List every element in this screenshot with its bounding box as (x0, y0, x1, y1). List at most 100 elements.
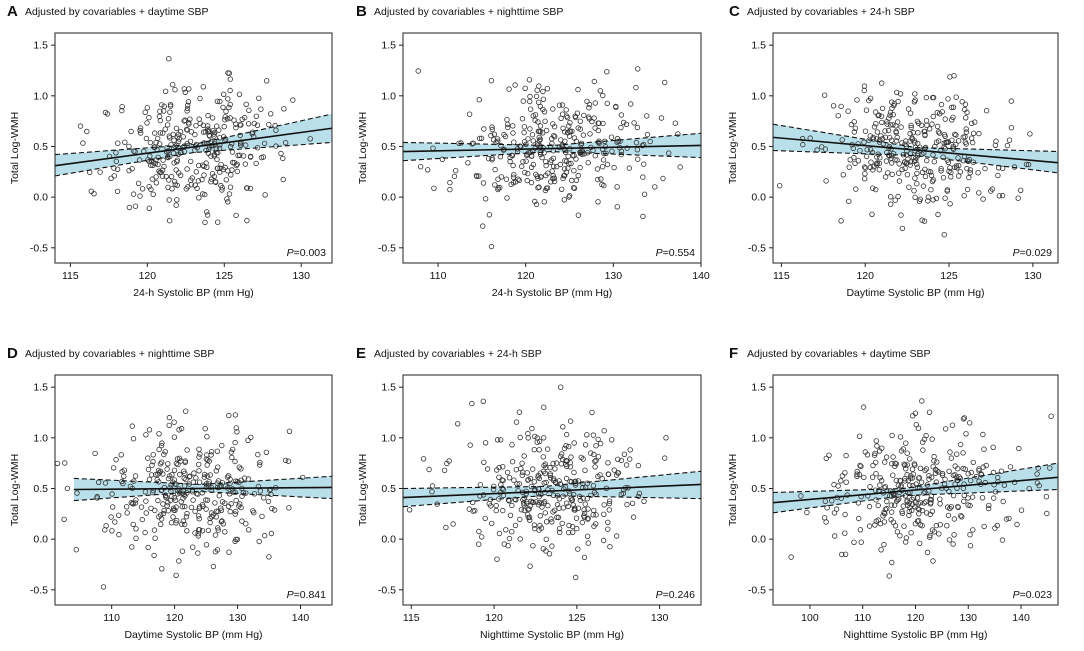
scatter-point (912, 175, 918, 181)
scatter-point (575, 212, 582, 218)
scatter-point (848, 121, 855, 128)
scatter-point (223, 177, 229, 183)
scatter-point (481, 126, 487, 132)
scatter-point (970, 459, 976, 466)
scatter-point (572, 113, 578, 119)
confidence-band (403, 471, 701, 507)
scatter-point (562, 157, 568, 164)
scatter-point (824, 505, 830, 511)
scatter-point (528, 153, 535, 159)
scatter-point (927, 532, 933, 539)
scatter-point (579, 151, 585, 157)
scatter-point (195, 550, 201, 556)
scatter-point (219, 442, 225, 449)
y-axis-label: Total Log-WMH (727, 454, 739, 526)
scatter-point (521, 129, 527, 136)
scatter-point (165, 115, 172, 122)
scatter-point (92, 450, 98, 457)
scatter-point (225, 503, 232, 510)
scatter-point (218, 161, 224, 168)
scatter-point (156, 141, 163, 147)
scatter-point (909, 496, 915, 503)
scatter-point (227, 508, 233, 515)
scatter-point (926, 473, 932, 479)
scatter-point (592, 458, 598, 464)
scatter-point (965, 495, 971, 501)
scatter-point (525, 435, 531, 441)
scatter-point (906, 184, 912, 190)
scatter-point (207, 472, 213, 478)
scatter-point (172, 497, 179, 503)
scatter-point (137, 127, 143, 134)
scatter-point (941, 144, 947, 150)
scatter-point (543, 162, 549, 169)
scatter-point (936, 130, 943, 136)
scatter-point (851, 154, 857, 161)
scatter-point (914, 518, 921, 524)
x-tick-label: 100 (801, 612, 819, 624)
scatter-point (166, 414, 173, 421)
scatter-point (938, 165, 944, 172)
scatter-point (199, 162, 206, 168)
scatter-point (606, 498, 613, 504)
scatter-point (823, 455, 829, 462)
scatter-point (241, 114, 248, 121)
scatter-point (210, 127, 216, 134)
scatter-point (967, 532, 973, 538)
scatter-point (212, 500, 218, 506)
scatter-point (510, 123, 516, 129)
scatter-point (215, 527, 221, 533)
scatter-point (993, 138, 999, 144)
scatter-point (203, 506, 209, 512)
scatter-point (930, 197, 936, 203)
scatter-point (902, 165, 908, 171)
scatter-point (913, 500, 919, 506)
scatter-point (196, 479, 203, 485)
scatter-point (489, 124, 495, 130)
scatter-point (151, 552, 157, 559)
scatter-point (884, 498, 890, 505)
scatter-point (152, 507, 158, 514)
scatter-point (492, 166, 498, 173)
scatter-point (1048, 413, 1054, 419)
scatter-point (183, 186, 189, 192)
scatter-point (931, 458, 937, 464)
scatter-point (889, 461, 895, 467)
scatter-point (627, 456, 633, 462)
scatter-point (547, 159, 554, 165)
scatter-point (74, 490, 80, 496)
scatter-point (1006, 515, 1012, 522)
scatter-point (854, 471, 860, 477)
scatter-point (551, 163, 557, 170)
scatter-point (64, 485, 71, 492)
scatter-point (967, 543, 974, 549)
scatter-point (599, 181, 605, 188)
scatter-point (577, 118, 583, 124)
plot-area (55, 56, 332, 226)
scatter-point (165, 177, 172, 183)
scatter-point (165, 461, 171, 467)
x-tick-label: 120 (485, 612, 503, 624)
scatter-point (972, 119, 978, 125)
scatter-point (124, 510, 130, 516)
x-tick-label: 140 (1012, 612, 1030, 624)
scatter-point (623, 462, 630, 468)
p-value-number: =0.023 (1020, 589, 1053, 601)
scatter-point (914, 118, 921, 124)
scatter-point (216, 484, 223, 490)
scatter-point (506, 535, 513, 542)
scatter-point (935, 129, 942, 135)
scatter-point (544, 446, 551, 452)
scatter-point (618, 148, 625, 154)
regression-line (73, 486, 332, 491)
scatter-point (564, 500, 570, 506)
scatter-point (962, 139, 969, 145)
p-value-symbol: P (1013, 247, 1020, 259)
scatter-point (226, 191, 233, 197)
scatter-point (955, 504, 961, 510)
scatter-point (923, 118, 930, 124)
scatter-point (919, 169, 926, 175)
scatter-point (921, 128, 927, 135)
y-axis-label: Total Log-WMH (9, 454, 21, 526)
scatter-point (601, 502, 607, 508)
